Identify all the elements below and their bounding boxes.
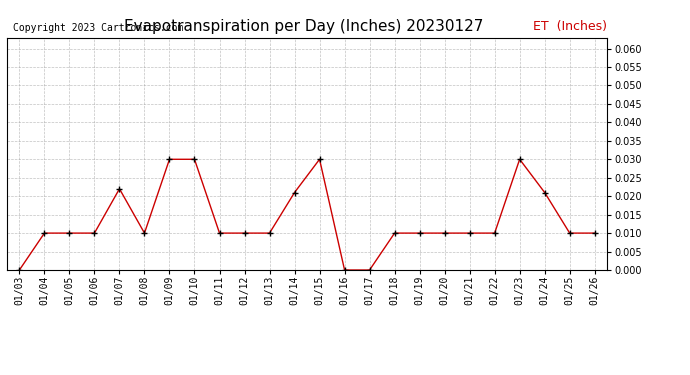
Text: Evapotranspiration per Day (Inches) 20230127: Evapotranspiration per Day (Inches) 2023…: [124, 19, 483, 34]
Text: ET  (Inches): ET (Inches): [533, 20, 607, 33]
Text: Copyright 2023 Cartronics.com: Copyright 2023 Cartronics.com: [13, 23, 184, 33]
